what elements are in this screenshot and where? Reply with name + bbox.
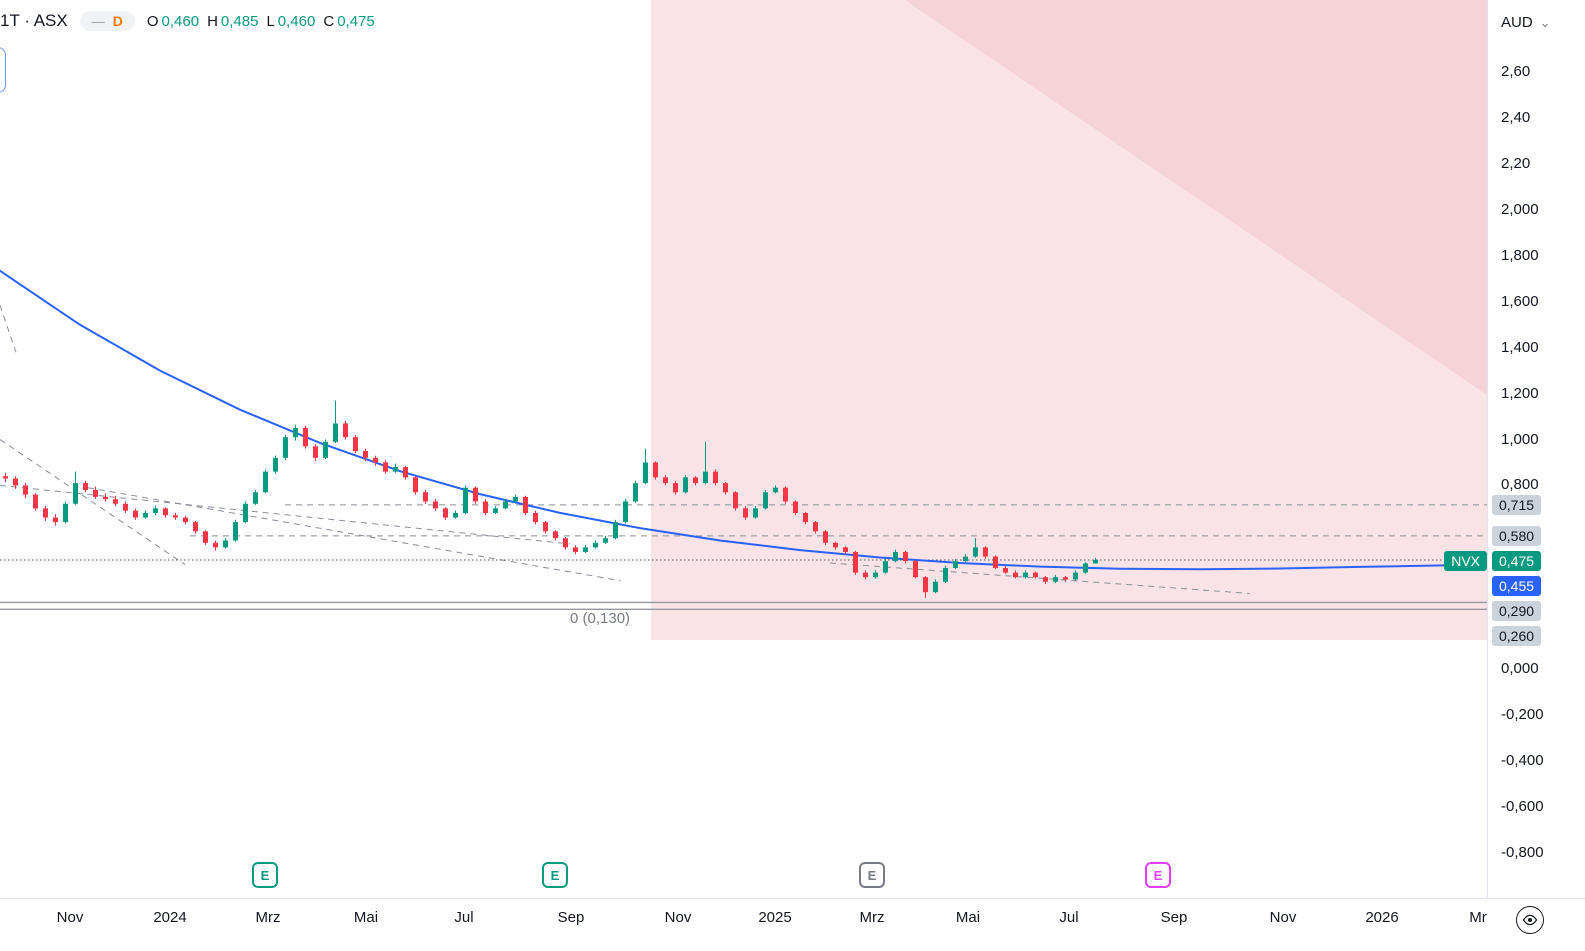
price-axis[interactable]: AUD ⌄ 2,60 2,40 2,20 2,000 1,800 1,600 1,400 1,… xyxy=(1487,0,1585,898)
chevron-down-icon: ⌄ xyxy=(1539,14,1551,30)
chart-legend: 1T · ASX — D O 0,460 H 0,485 L 0,460 C 0… xyxy=(0,11,375,31)
price-tick: 2,000 xyxy=(1501,201,1539,218)
price-badge-0_455: 0,455 xyxy=(1492,575,1542,596)
price-badge-0_290: 0,290 xyxy=(1492,600,1542,621)
time-label-Mrz: Mrz xyxy=(859,909,885,926)
time-label-Mai: Mai xyxy=(955,909,981,926)
minus-icon: — xyxy=(91,13,105,29)
symbol-price-tag: NVX xyxy=(1444,550,1487,571)
close-value: 0,475 xyxy=(337,12,375,30)
price-badge-0_715: 0,715 xyxy=(1492,494,1542,515)
price-badge-0_580: 0,580 xyxy=(1492,525,1542,546)
price-badge-0_260: 0,260 xyxy=(1492,625,1542,646)
price-tick: -0,400 xyxy=(1501,751,1544,769)
price-tick: 1,400 xyxy=(1501,338,1539,356)
time-label-Sep: Sep xyxy=(1160,909,1188,926)
time-label-Nov: Nov xyxy=(664,909,692,926)
partial-floating-box xyxy=(0,47,6,93)
time-label-Jul: Jul xyxy=(454,909,474,926)
price-tick: 2,20 xyxy=(1501,155,1531,173)
time-label-2024: 2024 xyxy=(153,909,187,926)
symbol-title[interactable]: 1T · ASX xyxy=(0,11,68,30)
price-tick: 2,60 xyxy=(1501,63,1531,81)
chart-pane[interactable]: 1T · ASX — D O 0,460 H 0,485 L 0,460 C 0… xyxy=(0,0,1487,898)
high-value: 0,485 xyxy=(220,12,259,30)
low-label: L xyxy=(266,12,275,30)
earnings-badge-1[interactable]: E xyxy=(252,862,278,888)
earnings-badge-3[interactable]: E xyxy=(859,862,885,888)
time-label-Nov: Nov xyxy=(1269,909,1297,926)
time-label-Nov: Nov xyxy=(56,909,84,926)
interval-pill[interactable]: — D xyxy=(79,11,135,31)
time-label-2025: 2025 xyxy=(758,909,792,926)
price-tick: 0,000 xyxy=(1501,660,1539,677)
low-value: 0,460 xyxy=(277,12,316,30)
time-label-Mrz: Mrz xyxy=(255,909,281,926)
open-label: O xyxy=(146,12,159,30)
price-tick: -0,600 xyxy=(1501,797,1544,815)
currency-label: AUD xyxy=(1501,14,1533,31)
interval-label: D xyxy=(112,13,123,29)
price-badge-0_475: 0,475 xyxy=(1492,550,1542,571)
time-label-Mai: Mai xyxy=(353,909,379,926)
price-tick: 2,40 xyxy=(1501,109,1531,127)
price-tick: 1,600 xyxy=(1501,292,1539,310)
price-tick: 1,000 xyxy=(1501,430,1539,448)
high-label: H xyxy=(207,12,218,30)
close-label: C xyxy=(323,12,335,30)
time-axis[interactable]: Nov 2024 Mrz Mai Jul Sep Nov 2025 Mrz Mai Jul Sep No… xyxy=(0,898,1585,951)
price-tick: -0,800 xyxy=(1501,843,1544,861)
open-value: 0,460 xyxy=(161,12,200,30)
time-label-Jul: Jul xyxy=(1059,909,1079,926)
time-label-2026: 2026 xyxy=(1365,909,1399,926)
price-tick: -0,200 xyxy=(1501,705,1544,723)
earnings-badge-4[interactable]: E xyxy=(1145,862,1171,888)
time-label-Mr: Mr xyxy=(1469,909,1487,926)
drawing-zero-label: 0 (0,130) xyxy=(570,610,631,627)
ohlc-values: O 0,460 H 0,485 L 0,460 C 0,475 xyxy=(147,13,375,30)
eye-icon[interactable] xyxy=(1516,906,1544,934)
price-tick: 1,800 xyxy=(1501,246,1539,264)
currency-selector[interactable]: AUD ⌄ xyxy=(1501,14,1551,31)
candlestick-chart[interactable] xyxy=(0,0,1487,898)
earnings-badge-2[interactable]: E xyxy=(542,862,568,888)
price-tick: 0,800 xyxy=(1501,476,1539,494)
price-tick: 1,200 xyxy=(1501,384,1539,402)
time-label-Sep: Sep xyxy=(557,909,585,926)
